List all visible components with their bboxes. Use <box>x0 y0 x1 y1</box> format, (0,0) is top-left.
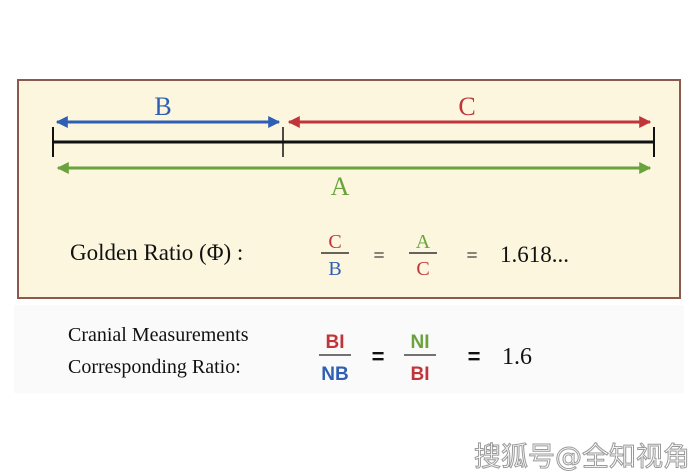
cranial-frac1-numerator: BI <box>326 332 345 353</box>
golden-equals-2: = <box>466 245 477 267</box>
cranial-frac2-numerator: NI <box>411 332 430 353</box>
golden-frac1-denominator: B <box>328 258 341 280</box>
golden-frac2-numerator: A <box>416 231 431 253</box>
cranial-label-line1: Cranial Measurements <box>68 324 249 346</box>
cranial-frac1-denominator: NB <box>321 364 348 385</box>
segment-b-label: B <box>154 92 171 121</box>
cranial-equals-1: = <box>372 344 385 369</box>
segment-c-label: C <box>458 92 475 121</box>
segment-a-label: A <box>331 172 350 201</box>
cranial-equals-2: = <box>468 344 481 369</box>
golden-ratio-value: 1.618... <box>500 242 569 267</box>
golden-frac2-denominator: C <box>416 258 429 280</box>
cranial-label-line2: Corresponding Ratio: <box>68 356 241 378</box>
golden-equals-1: = <box>373 245 384 267</box>
golden-ratio-label: Golden Ratio (Φ) : <box>70 240 243 265</box>
golden-frac1-numerator: C <box>328 231 341 253</box>
watermark: 搜狐号@全知视角 <box>474 442 690 473</box>
cranial-ratio-value: 1.6 <box>502 344 532 370</box>
cranial-frac2-denominator: BI <box>411 364 430 385</box>
cranial-panel <box>14 305 684 393</box>
